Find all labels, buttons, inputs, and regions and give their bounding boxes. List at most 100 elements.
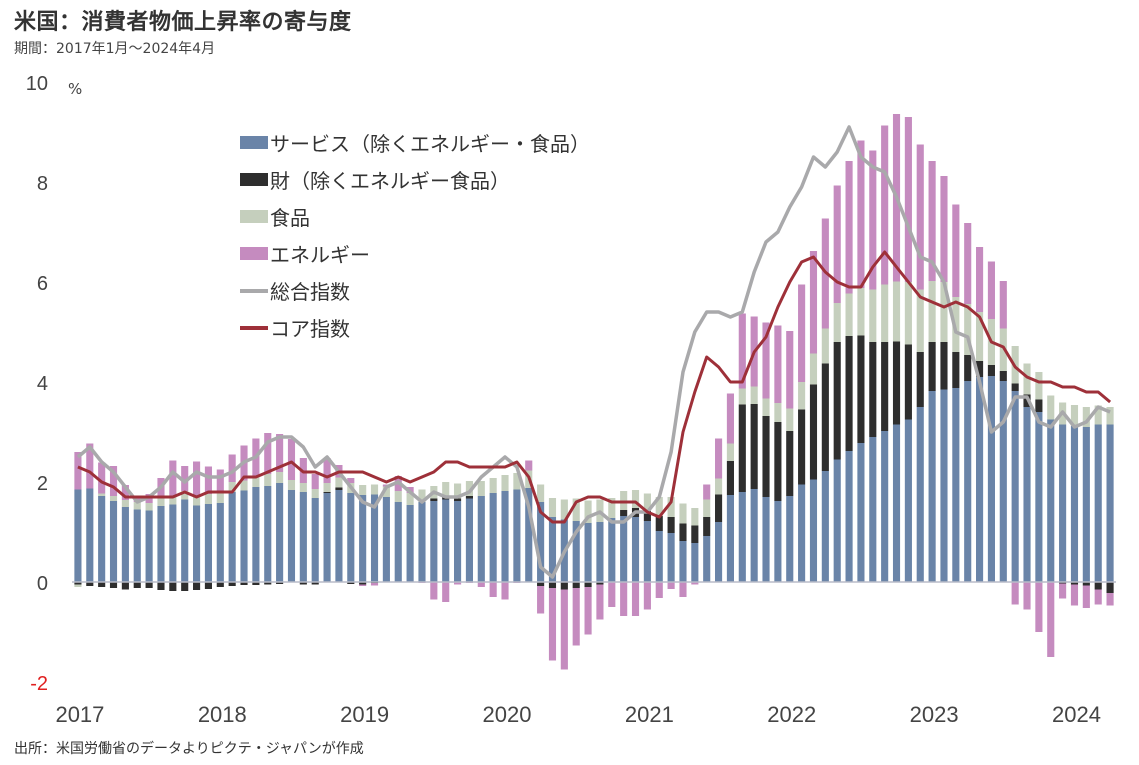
bar-segment-services bbox=[240, 490, 248, 582]
bar-segment-goods bbox=[786, 431, 794, 496]
bar-segment-services bbox=[869, 437, 877, 582]
legend-swatch-goods bbox=[240, 173, 268, 186]
bar-segment-services bbox=[489, 493, 497, 582]
bar-segment-goods bbox=[987, 365, 995, 376]
bar-segment-goods bbox=[715, 494, 723, 522]
bar-segment-energy bbox=[1023, 582, 1031, 610]
y-axis-unit: % bbox=[68, 80, 83, 98]
bar-segment-energy bbox=[643, 582, 651, 610]
bar-segment-services bbox=[311, 498, 319, 582]
bar-segment-services bbox=[74, 489, 82, 582]
bar-segment-energy bbox=[798, 284, 806, 382]
bar-segment-energy bbox=[430, 582, 438, 600]
y-tick-label: -2 bbox=[30, 673, 48, 695]
bar-segment-goods bbox=[359, 582, 367, 585]
bar-segment-food bbox=[715, 478, 723, 495]
bar-segment-food bbox=[572, 498, 580, 521]
bar-segment-food bbox=[264, 474, 272, 486]
bar-segment-goods bbox=[335, 487, 343, 490]
bar-segment-energy bbox=[228, 454, 236, 482]
bar-segment-services bbox=[430, 501, 438, 582]
bar-segment-goods bbox=[798, 409, 806, 485]
bar-segment-goods bbox=[750, 404, 758, 489]
bar-segment-food bbox=[133, 502, 141, 510]
bar-segment-energy bbox=[169, 460, 177, 497]
bar-segment-energy bbox=[442, 582, 450, 602]
bar-segment-food bbox=[169, 496, 177, 505]
bar-segment-services bbox=[916, 407, 924, 582]
bar-segment-services bbox=[762, 497, 770, 582]
bar-segment-services bbox=[798, 484, 806, 582]
bar-segment-food bbox=[311, 489, 319, 498]
bar-segment-goods bbox=[1106, 582, 1114, 593]
lines-layer bbox=[76, 125, 1112, 579]
bar-segment-food bbox=[703, 499, 711, 517]
legend-item-services: サービス（除くエネルギー・食品） bbox=[240, 124, 590, 161]
bar-segment-goods bbox=[940, 342, 948, 390]
bar-segment-goods bbox=[892, 341, 901, 425]
bar-segment-services bbox=[620, 516, 628, 582]
bar-segment-energy bbox=[98, 462, 106, 494]
bar-segment-services bbox=[631, 517, 640, 582]
bar-segment-food bbox=[501, 475, 509, 491]
bar-segment-energy bbox=[715, 438, 723, 479]
bar-segment-food bbox=[857, 288, 865, 336]
bar-segment-food bbox=[216, 492, 224, 503]
x-tick-label: 2022 bbox=[767, 702, 816, 727]
bar-segment-services bbox=[774, 501, 782, 582]
bar-segment-goods bbox=[1082, 582, 1090, 586]
chart-title: 米国：消費者物価上昇率の寄与度 bbox=[14, 10, 352, 35]
bar-segment-energy bbox=[560, 589, 568, 670]
bar-segment-food bbox=[548, 498, 557, 517]
x-tick-label: 2024 bbox=[1052, 702, 1101, 727]
bar-segment-services bbox=[691, 543, 699, 582]
y-axis-ticks: -2 0 2 4 6 8 10 bbox=[26, 73, 48, 695]
bar-segment-energy bbox=[193, 461, 201, 496]
bar-segment-food bbox=[394, 491, 402, 502]
bar-segment-energy bbox=[703, 484, 711, 500]
bar-segment-food bbox=[145, 503, 153, 511]
bar-segment-services bbox=[1070, 426, 1079, 582]
bar-segment-energy bbox=[1094, 589, 1102, 605]
bar-segment-services bbox=[1011, 391, 1019, 582]
bar-segment-energy bbox=[287, 439, 296, 480]
bar-segment-services bbox=[276, 483, 284, 582]
bar-segment-food bbox=[299, 483, 307, 492]
bar-segment-energy bbox=[370, 583, 379, 586]
bar-segment-energy bbox=[74, 452, 82, 490]
bar-segment-energy bbox=[264, 433, 272, 474]
bar-segment-food bbox=[1023, 363, 1031, 395]
chart-subtitle: 期間：2017年1月～2024年4月 bbox=[14, 41, 216, 57]
bar-segment-food bbox=[1035, 372, 1043, 400]
bar-segment-food bbox=[869, 289, 877, 342]
bar-segment-services bbox=[715, 522, 723, 582]
bar-segment-goods bbox=[726, 461, 734, 495]
bar-segment-services bbox=[584, 523, 592, 582]
x-axis-ticks: 2017 2018 2019 2020 2021 2022 2023 2024 bbox=[55, 702, 1100, 727]
bar-segment-goods bbox=[976, 361, 984, 377]
bar-segment-food bbox=[454, 483, 462, 499]
bar-segment-services bbox=[157, 506, 165, 582]
bar-segment-goods bbox=[109, 582, 118, 588]
x-tick-label: 2018 bbox=[198, 702, 247, 727]
bar-segment-services bbox=[1023, 407, 1031, 582]
bar-segment-food bbox=[845, 293, 853, 336]
bar-segment-goods bbox=[703, 517, 711, 536]
bar-segment-goods bbox=[738, 404, 746, 492]
bar-segment-goods bbox=[145, 582, 153, 588]
bar-segment-goods bbox=[537, 582, 545, 586]
bar-segment-services bbox=[442, 499, 450, 582]
bar-segment-services bbox=[940, 389, 948, 582]
line-core bbox=[77, 250, 1112, 524]
bar-segment-energy bbox=[525, 460, 533, 471]
bar-segment-energy bbox=[833, 185, 841, 303]
line-headline bbox=[76, 125, 1111, 579]
bar-segment-goods bbox=[869, 342, 877, 437]
bar-segment-services bbox=[1059, 424, 1067, 582]
bar-segment-services bbox=[821, 471, 829, 582]
legend-swatch-headline bbox=[240, 288, 268, 293]
bar-segment-food bbox=[726, 443, 734, 461]
bar-segment-goods bbox=[169, 582, 177, 591]
legend-label-food: 食品 bbox=[270, 206, 310, 230]
